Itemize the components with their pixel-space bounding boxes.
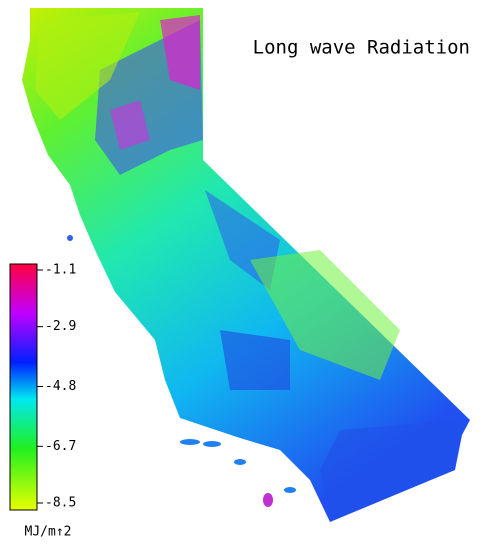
california-map	[22, 8, 470, 522]
color-scale	[9, 263, 38, 511]
tick-label: -4.8	[45, 379, 76, 394]
tick-label: -1.1	[45, 263, 76, 278]
tick-label: -6.7	[45, 439, 76, 454]
tick-label: -2.9	[45, 319, 76, 334]
map-title: Long wave Radiation	[253, 37, 470, 59]
unit-label: MJ/m↑2	[25, 525, 72, 540]
tick-label: -8.5	[45, 496, 76, 511]
color-scale-ticks: -1.1 -2.9 -4.8 -6.7 -8.5	[37, 263, 76, 511]
